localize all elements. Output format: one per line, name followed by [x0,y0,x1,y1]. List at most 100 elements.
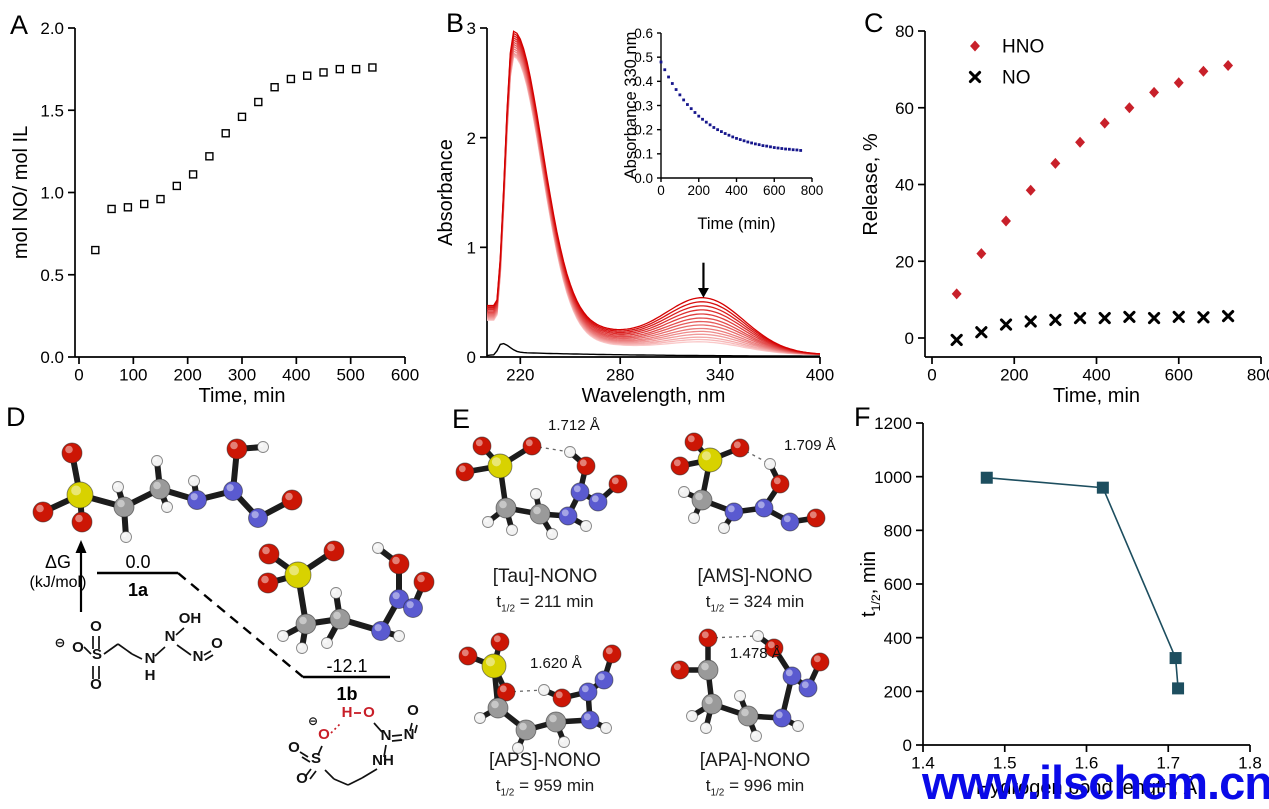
thalf-symbol: t [495,776,501,795]
svg-text:400: 400 [806,366,834,385]
svg-text:600: 600 [1165,366,1193,385]
panel-label-f: F [854,402,871,432]
structure-thalf-aps: t1/2 = 959 min [450,776,640,798]
svg-text:200: 200 [1000,366,1028,385]
molecule-1b-3d [257,540,435,654]
svg-text:80: 80 [895,22,914,41]
svg-text:220: 220 [506,366,534,385]
panel-label-c: C [864,8,884,38]
svg-text:S: S [92,646,102,663]
svg-text:0.0: 0.0 [40,348,64,367]
svg-text:200: 200 [173,366,201,385]
molecule-aps-nono: 1.620 Å [458,632,622,754]
svg-text:N: N [404,726,415,743]
structure-thalf-ams: t1/2 = 324 min [660,592,850,614]
svg-text:0.4: 0.4 [634,74,653,89]
panel-b-inset-axes: 0 200 400 600 800 0.0 0.1 0.2 0.3 0.4 0.5 0.6 Time (… [622,26,823,233]
thalf-value: = 996 min [729,776,805,795]
panel-label-e: E [452,404,471,434]
svg-text:0: 0 [657,183,665,198]
svg-text:O: O [363,704,375,721]
svg-text:1: 1 [467,238,476,257]
thalf-symbol: t [496,592,502,611]
svg-text:O: O [296,770,308,787]
structure-name-ams: [AMS]-NONO [697,566,813,587]
thalf-symbol: t [705,776,711,795]
svg-text:0: 0 [903,736,912,755]
svg-text:340: 340 [706,366,734,385]
level-1b-name: 1b [336,684,358,704]
svg-text:1000: 1000 [874,468,912,487]
molecule-ams-nono: 1.709 Å [670,432,836,534]
svg-text:20: 20 [895,252,914,271]
molecule-1a-3d [32,438,303,543]
thalf-subscript: 1/2 [710,787,725,799]
svg-text:800: 800 [884,521,912,540]
svg-text:NO: NO [1002,68,1031,89]
svg-text:200: 200 [884,682,912,701]
svg-text:2: 2 [467,129,476,148]
svg-text:Hydrogen bond length, Å: Hydrogen bond length, Å [976,776,1198,799]
svg-text:280: 280 [606,366,634,385]
svg-text:O: O [288,739,300,756]
svg-text:0: 0 [467,348,476,367]
svg-text:0: 0 [927,366,936,385]
panel-f-chart: 1.4 1.5 1.6 1.7 1.8 0 200 400 600 800 1000 1200 Hydr… [858,414,1262,799]
svg-text:Absorbance 330 nm: Absorbance 330 nm [622,32,640,180]
svg-text:800: 800 [1247,366,1269,385]
svg-text:0: 0 [74,366,83,385]
svg-text:N: N [145,650,156,667]
svg-text:Absorbance: Absorbance [435,139,457,246]
svg-text:1.5: 1.5 [40,101,64,120]
structure-name-apa: [APA]-NONO [699,750,811,771]
svg-text:400: 400 [884,629,912,648]
level-1a-value: 0.0 [125,552,151,572]
svg-text:600: 600 [884,575,912,594]
panel-b-chart: 220 280 340 400 0 1 2 3 Wavelength, nm Absorbance… [435,19,834,407]
panel-a-chart: 0 100 200 300 400 500 600 0.0 0.5 1.0 1.5 2.0 Time, … [10,19,419,407]
delta-g-units: (kJ/mol) [29,574,87,591]
molecule-apa-nono: 1.478 Å [670,628,830,742]
svg-text:0.0: 0.0 [634,171,653,186]
svg-text:60: 60 [895,99,914,118]
panel-f-axes: 1.4 1.5 1.6 1.7 1.8 0 200 400 600 800 1000 1200 Hydr… [858,414,1262,799]
svg-text:Time (min): Time (min) [697,215,775,233]
svg-text:200: 200 [687,183,710,198]
svg-text:1200: 1200 [874,414,912,433]
svg-text:Time, min: Time, min [198,385,285,407]
svg-text:300: 300 [228,366,256,385]
svg-text:1.7: 1.7 [1156,754,1180,773]
panel-label-b: B [446,8,465,38]
series-no-per-il [91,63,377,255]
structure-name-tau: [Tau]-NONO [492,566,598,587]
watermark-text: www.ilschem.cn [922,756,1269,809]
svg-text:0: 0 [905,329,914,348]
svg-text:400: 400 [725,183,748,198]
svg-text:2.0: 2.0 [40,19,64,38]
svg-text:⊖: ⊖ [308,714,318,728]
energy-diagram [75,540,390,679]
svg-text:1.0: 1.0 [40,184,64,203]
series-hno [951,60,1234,300]
svg-text:1.712 Å: 1.712 Å [548,417,600,434]
svg-text:100: 100 [119,366,147,385]
panel-b-axes: 220 280 340 400 0 1 2 3 Wavelength, nm Absorbance [435,19,834,407]
svg-text:1.620 Å: 1.620 Å [530,655,582,672]
thalf-value: = 959 min [519,776,595,795]
svg-text:0.5: 0.5 [40,266,64,285]
svg-text:600: 600 [391,366,419,385]
svg-text:t1/2, min: t1/2, min [858,551,883,617]
svg-text:O: O [90,676,102,693]
structure-name-aps: [APS]-NONO [489,750,601,771]
svg-text:40: 40 [895,176,914,195]
svg-text:N: N [165,628,176,645]
svg-text:N: N [193,648,204,665]
svg-text:500: 500 [336,366,364,385]
svg-text:O: O [407,702,419,719]
thalf-subscript: 1/2 [710,603,725,615]
structure-thalf-tau: t1/2 = 211 min [450,592,640,614]
svg-text:H: H [145,667,156,684]
molecule-tau-nono: 1.712 Å [455,417,628,540]
